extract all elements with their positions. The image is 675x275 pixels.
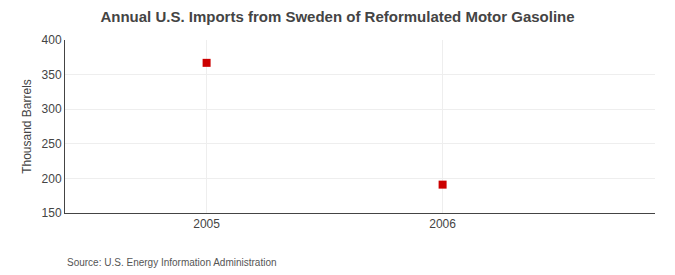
svg-text:150: 150: [42, 206, 62, 220]
svg-text:200: 200: [42, 172, 62, 186]
svg-text:2006: 2006: [429, 217, 456, 231]
svg-text:Thousand Barrels: Thousand Barrels: [20, 79, 34, 174]
svg-text:Source: U.S. Energy Informatio: Source: U.S. Energy Information Administ…: [67, 257, 277, 268]
svg-text:400: 400: [42, 33, 62, 47]
svg-text:250: 250: [42, 137, 62, 151]
svg-text:Annual U.S. Imports from Swede: Annual U.S. Imports from Sweden of Refor…: [100, 8, 574, 25]
svg-text:300: 300: [42, 102, 62, 116]
svg-text:350: 350: [42, 68, 62, 82]
svg-text:2005: 2005: [193, 217, 220, 231]
